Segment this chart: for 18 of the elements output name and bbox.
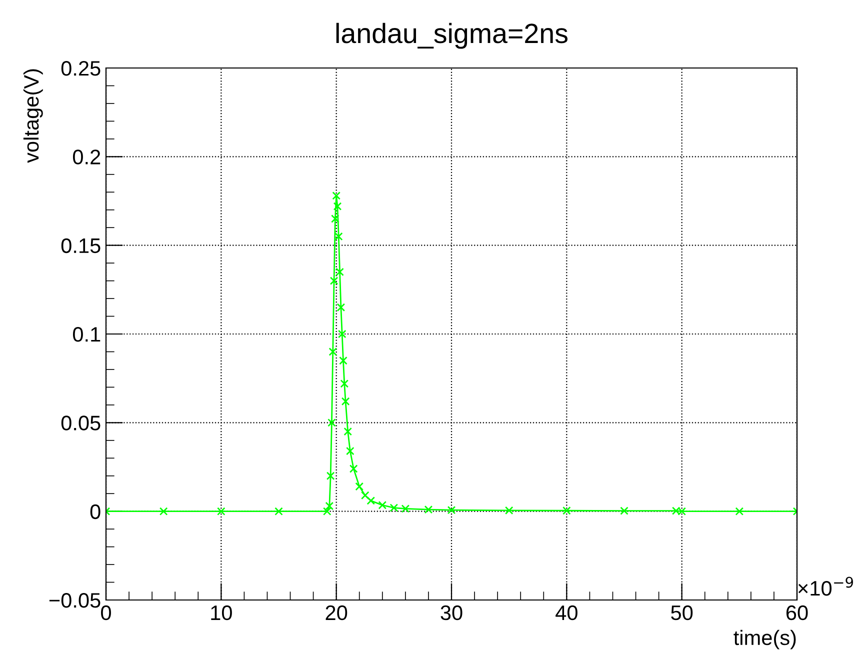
text: ×10$^{−9}$ <box>798 576 854 596</box>
x-tick-label: 60 <box>786 605 808 620</box>
y-tick-label: 0.1 <box>72 327 100 342</box>
y-tick-label: 0.2 <box>72 150 100 164</box>
y-tick-label: −0.05 <box>49 593 100 608</box>
y-axis-title: voltage(V) <box>23 69 43 163</box>
y-tick-label: 0.05 <box>61 416 100 430</box>
x-tick-label: 20 <box>326 605 348 620</box>
y-tick-label: 0.15 <box>61 238 100 254</box>
x-tick-label: 50 <box>671 605 693 620</box>
x-tick-label: 30 <box>440 605 462 620</box>
y-tick-label: 0 <box>90 504 100 520</box>
y-tick-label: 0.25 <box>61 61 100 76</box>
x-tick-label: 10 <box>211 605 232 620</box>
x-axis-title: time(s) <box>734 630 796 650</box>
x-tick-label: 40 <box>556 605 578 620</box>
chart-title: landau_sigma=2ns <box>336 22 568 49</box>
x-tick-label: 0 <box>101 605 111 620</box>
